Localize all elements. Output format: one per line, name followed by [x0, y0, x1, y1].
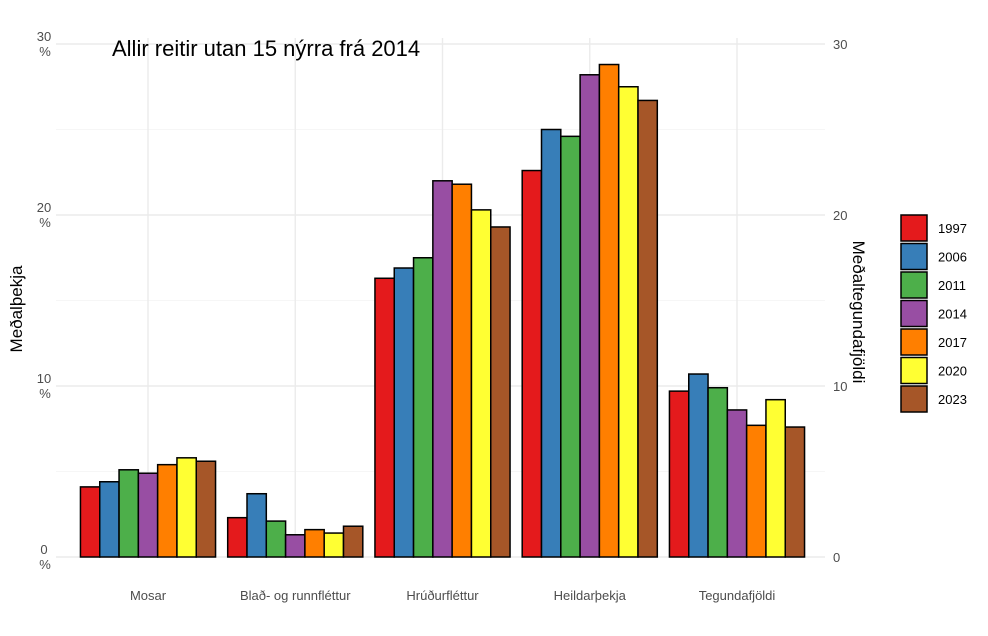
y-tick-label: 30: [37, 29, 51, 44]
bar-2006-2: [246, 492, 268, 558]
bar-2011-1: [118, 469, 140, 558]
legend-label-2023: 2023: [938, 392, 967, 407]
legend-label-2006: 2006: [938, 250, 967, 265]
legend-key-2017: [900, 328, 928, 356]
bar-2006-5: [688, 373, 709, 558]
legend-label-2020: 2020: [938, 364, 967, 379]
legend-label-1997: 1997: [938, 221, 967, 236]
bar-2023-1: [195, 460, 217, 558]
bar-2023-4: [637, 99, 659, 558]
legend-label-2011: 2011: [938, 278, 966, 293]
x-tick-label: Mosar: [130, 588, 167, 603]
bar-2017-5: [745, 424, 767, 558]
bar-2017-1: [156, 463, 178, 558]
bar-2014-4: [579, 74, 601, 558]
bar-1997-4: [521, 169, 543, 558]
legend-key-2011: [900, 271, 928, 299]
x-tick-label: Heildarþekja: [554, 588, 627, 603]
bar-2020-1: [176, 457, 197, 558]
legend-label-2017: 2017: [938, 335, 967, 350]
y-axis-ticks: 0%10%20%30%: [37, 29, 51, 572]
bar-2011-4: [560, 135, 581, 558]
legend-label-2014: 2014: [938, 307, 967, 322]
bar-2017-2: [304, 528, 325, 558]
x-tick-label: Hrúðurfléttur: [406, 588, 479, 603]
y2-tick-label: 10: [833, 379, 847, 394]
bar-2011-2: [265, 520, 287, 558]
bar-2006-1: [99, 481, 120, 558]
bar-2011-3: [412, 257, 434, 558]
bar-2020-4: [617, 86, 639, 558]
bars: [79, 63, 806, 558]
bar-2014-1: [137, 472, 159, 558]
bar-1997-3: [374, 277, 396, 558]
bar-2023-3: [490, 226, 511, 558]
bar-2023-5: [784, 426, 806, 558]
bar-2020-5: [765, 398, 787, 558]
y2-tick-label: 0: [833, 550, 840, 565]
bar-2014-5: [726, 409, 748, 558]
bar-2017-4: [598, 63, 620, 558]
x-axis-ticks: Mosar Blað- og runnfléttur Hrúðurfléttur He…: [130, 588, 775, 603]
bar-2014-2: [284, 534, 306, 558]
y-tick-label: 0: [40, 542, 47, 557]
x-tick-label: Tegundafjöldi: [699, 588, 776, 603]
y-tick-label: 20: [37, 200, 51, 215]
x-tick-label: Blað- og runnfléttur: [240, 588, 351, 603]
bar-2006-4: [540, 128, 562, 558]
bar-2020-3: [470, 209, 492, 558]
legend-key-1997: [900, 214, 928, 242]
legend-key-2020: [900, 356, 928, 385]
y2-axis-ticks: 0 10 20 30: [833, 37, 847, 565]
y2-tick-label: 30: [833, 37, 847, 52]
chart-title: Allir reitir utan 15 nýrra frá 2014: [112, 36, 420, 61]
bar-2011-5: [707, 386, 729, 558]
y-tick-label: 10: [37, 371, 51, 386]
bar-1997-1: [79, 486, 101, 558]
legend-key-2006: [900, 242, 928, 271]
y2-tick-label: 20: [833, 208, 847, 223]
y2-axis-title: Meðaltegundafjöldi: [849, 241, 868, 384]
legend-key-2014: [900, 299, 928, 328]
bar-2020-2: [323, 532, 345, 558]
y-axis-title: Meðalþekja: [7, 265, 26, 352]
y-tick-unit: %: [39, 557, 51, 572]
bar-1997-2: [226, 516, 248, 558]
bar-2006-3: [393, 267, 415, 558]
legend: 1997 2006 2011 2014 2017 2020 2023: [900, 214, 967, 413]
y-tick-unit: %: [39, 215, 51, 230]
bar-2023-2: [342, 525, 364, 558]
bar-1997-5: [668, 390, 690, 558]
legend-key-2023: [900, 385, 928, 413]
y-tick-unit: %: [39, 44, 51, 59]
bar-2017-3: [451, 183, 473, 558]
y-tick-unit: %: [39, 386, 51, 401]
bar-2014-3: [432, 180, 453, 558]
